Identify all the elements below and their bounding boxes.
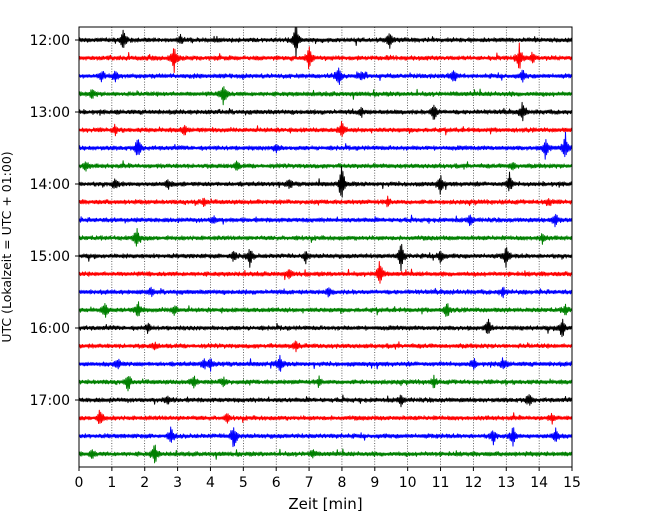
x-tick-label: 4	[206, 475, 215, 491]
x-tick-label: 15	[563, 475, 581, 491]
y-tick-label: 16:00	[30, 321, 70, 337]
plot-frame	[78, 26, 573, 468]
y-tick-label: 12:00	[30, 33, 70, 49]
x-tick-label: 3	[173, 475, 182, 491]
x-tick-label: 12	[464, 475, 482, 491]
x-axis-ticks: 0 1 2 3 4 5 6 7 8 9 10 11 12 13 14 15	[75, 467, 581, 491]
x-tick-label: 13	[497, 475, 515, 491]
x-tick-label: 11	[432, 475, 450, 491]
x-tick-label: 0	[75, 475, 84, 491]
x-tick-label: 10	[399, 475, 417, 491]
trace-row-1645	[78, 374, 573, 392]
trace-row-1315	[78, 121, 573, 137]
trace-row-1400	[78, 165, 573, 198]
y-axis-ticks: 12:00 13:00 14:00 15:00 16:00 17:00	[30, 33, 79, 409]
x-tick-label: 14	[530, 475, 548, 491]
x-tick-label: 1	[107, 475, 116, 491]
x-tick-label: 9	[370, 475, 379, 491]
trace-row-1245	[78, 86, 573, 106]
minute-grid	[111, 27, 540, 467]
seismic-traces	[78, 26, 573, 464]
trace-row-1515	[78, 261, 573, 284]
trace-row-1500	[78, 243, 573, 272]
trace-row-1200	[78, 26, 573, 59]
trace-row-1330	[78, 131, 573, 160]
trace-row-1630	[78, 354, 573, 372]
x-tick-label: 5	[239, 475, 248, 491]
y-tick-label: 17:00	[30, 393, 70, 409]
y-axis-label: UTC (Lokalzeit = UTC + 01:00)	[0, 151, 14, 342]
x-axis-label: Zeit [min]	[288, 495, 362, 513]
x-tick-label: 2	[140, 475, 149, 491]
x-tick-label: 8	[337, 475, 346, 491]
y-tick-label: 13:00	[30, 105, 70, 121]
x-tick-label: 6	[272, 475, 281, 491]
x-tick-label: 7	[305, 475, 314, 491]
y-tick-label: 14:00	[30, 177, 70, 193]
y-tick-label: 15:00	[30, 249, 70, 265]
